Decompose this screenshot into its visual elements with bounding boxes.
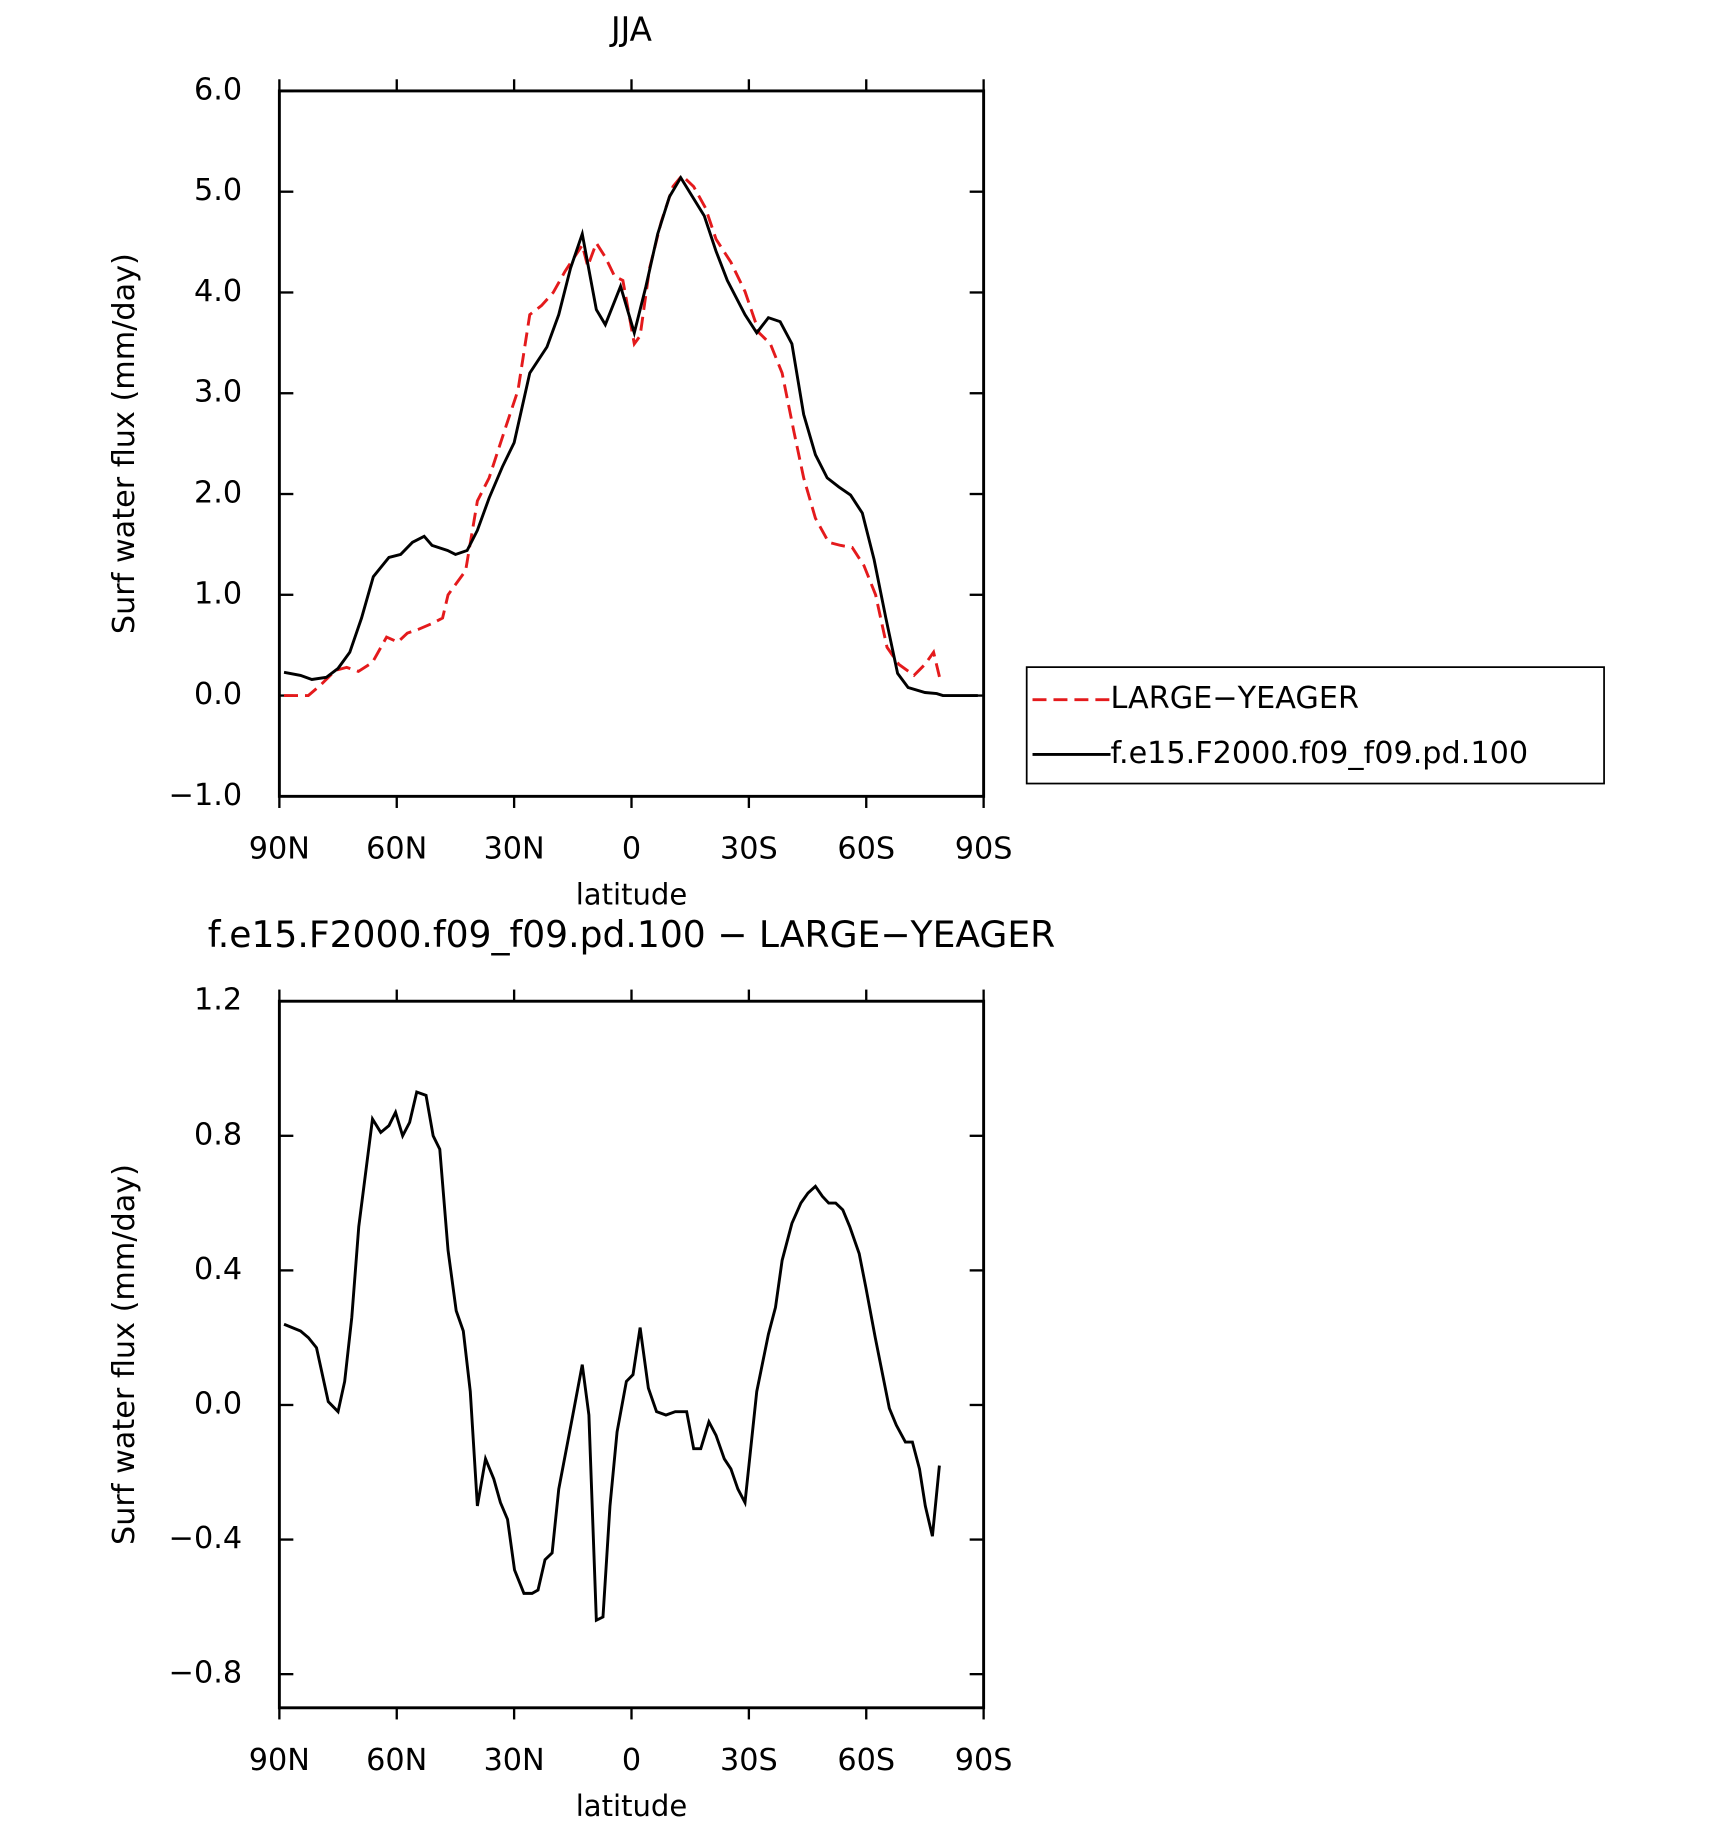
chart-title: f.e15.F2000.f09_f09.pd.100 − LARGE−YEAGE… (208, 914, 1056, 956)
y-tick-label: 3.0 (194, 375, 242, 410)
legend-box (1025, 666, 1605, 785)
x-tick-label: 30S (720, 831, 778, 866)
legend-label: LARGE−YEAGER (1111, 681, 1359, 716)
y-tick-label: 6.0 (194, 72, 242, 107)
x-tick-label: 90N (249, 831, 310, 866)
x-tick-label: 90S (955, 1743, 1013, 1778)
plot-frame (277, 89, 986, 798)
x-tick-label: 30S (720, 1743, 778, 1778)
y-axis-label: Surf water flux (mm/day) (107, 253, 142, 634)
y-tick-label: 1.0 (194, 576, 242, 611)
x-tick-label: 90N (249, 1743, 310, 1778)
y-axis-label: Surf water flux (mm/day) (107, 1164, 142, 1545)
x-axis-label: latitude (576, 1789, 688, 1822)
x-tick-label: 0 (622, 1743, 641, 1778)
x-tick-label: 60S (837, 1743, 895, 1778)
y-tick-label: −1.0 (169, 778, 242, 813)
y-tick-label: 0.0 (194, 677, 242, 712)
x-tick-label: 90S (955, 831, 1013, 866)
data-line (283, 1090, 941, 1623)
y-tick-label: 0.0 (194, 1386, 242, 1421)
x-tick-label: 30N (484, 1743, 545, 1778)
data-line (284, 173, 942, 697)
y-tick-label: 2.0 (194, 476, 242, 511)
plot-frame (277, 999, 986, 1710)
x-tick-label: 60S (837, 831, 895, 866)
data-line (283, 174, 978, 697)
x-tick-label: 0 (622, 831, 641, 866)
y-tick-label: 1.2 (194, 983, 242, 1018)
y-tick-label: 0.8 (194, 1117, 242, 1152)
y-tick-label: 0.4 (194, 1252, 242, 1287)
x-tick-label: 60N (366, 1743, 427, 1778)
x-tick-label: 60N (366, 831, 427, 866)
chart-title: JJA (609, 11, 653, 49)
x-tick-label: 30N (484, 831, 545, 866)
y-tick-label: 5.0 (194, 173, 242, 208)
y-tick-label: 4.0 (194, 274, 242, 309)
legend-label: f.e15.F2000.f09_f09.pd.100 (1111, 736, 1529, 771)
y-tick-label: −0.8 (169, 1656, 242, 1691)
x-axis-label: latitude (576, 877, 688, 911)
y-tick-label: −0.4 (169, 1521, 242, 1556)
